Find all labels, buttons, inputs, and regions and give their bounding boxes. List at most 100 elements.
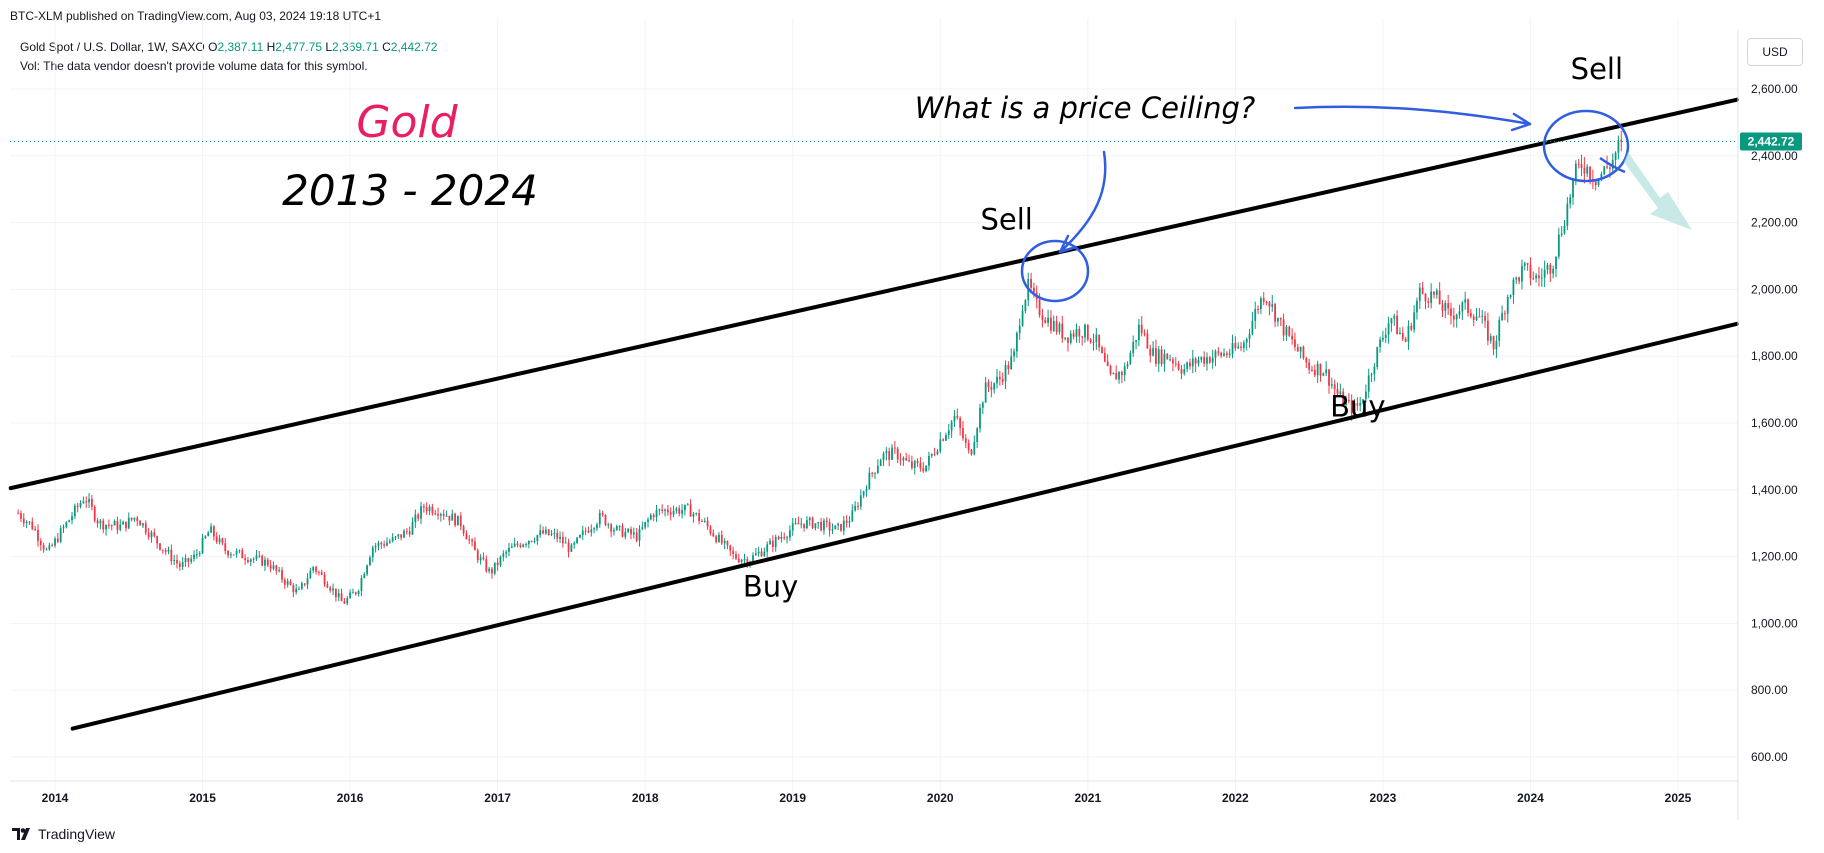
candle-body	[624, 531, 627, 537]
candle-body	[1052, 320, 1055, 331]
candle-body	[380, 542, 383, 545]
candle-body	[1515, 277, 1518, 280]
candle-body	[329, 587, 332, 591]
candle-body	[1526, 263, 1529, 265]
candle-body	[405, 530, 408, 532]
currency-button[interactable]: USD	[1747, 38, 1803, 66]
candle-body	[25, 521, 28, 524]
candle-body	[1001, 378, 1004, 382]
candle-body	[116, 520, 119, 530]
candle-body	[899, 459, 902, 461]
candle-body	[1404, 338, 1407, 342]
candle-body	[142, 523, 144, 526]
candle-body	[1594, 181, 1597, 186]
channel-line-lower	[70, 321, 1740, 731]
candle-body	[212, 526, 215, 537]
sell-circle-2024	[1542, 109, 1630, 183]
candle-body	[125, 521, 127, 529]
candle-body	[1112, 372, 1115, 375]
candle-body	[1214, 351, 1217, 358]
candle-body	[1481, 315, 1484, 317]
candle-body	[150, 532, 153, 538]
candle-body	[241, 550, 244, 559]
candle-body	[806, 520, 808, 529]
candle-body	[1208, 357, 1211, 363]
signal-label-buy: Buy	[743, 570, 798, 604]
y-tick-label: 1,800.00	[1751, 349, 1798, 363]
candle-body	[479, 557, 482, 561]
candle-body	[386, 542, 388, 546]
candle-body	[925, 465, 927, 472]
y-tick-label: 1,600.00	[1751, 416, 1798, 430]
candle-body	[615, 526, 618, 530]
candle-body	[1177, 363, 1180, 370]
candle-body	[315, 567, 317, 572]
candle-body	[729, 545, 732, 551]
candle-body	[403, 530, 405, 538]
candle-body	[65, 522, 68, 528]
candle-body	[723, 541, 726, 544]
candle-body	[508, 547, 510, 552]
candle-body	[840, 523, 842, 531]
candle-body	[882, 453, 885, 461]
candle-body	[1475, 316, 1478, 321]
candle-body	[530, 540, 533, 542]
candle-body	[930, 453, 933, 456]
candle-body	[383, 544, 386, 546]
candle-body	[542, 530, 544, 534]
candle-body	[996, 376, 998, 384]
candle-body	[1234, 342, 1237, 349]
candle-body	[499, 556, 502, 566]
candle-body	[581, 530, 584, 536]
candle-body	[1194, 358, 1197, 364]
candle-body	[561, 536, 564, 544]
candle-body	[970, 449, 973, 455]
candle-body	[1211, 357, 1214, 363]
candle-body	[570, 544, 573, 552]
candle-body	[1024, 300, 1027, 312]
candle-body	[1376, 347, 1379, 367]
candle-body	[1427, 301, 1430, 303]
candle-body	[1033, 287, 1035, 293]
candle-body	[1015, 332, 1018, 352]
candle-body	[1223, 353, 1225, 356]
candle-body	[1330, 384, 1333, 386]
candle-body	[1356, 403, 1359, 406]
candle-body	[127, 517, 130, 529]
candle-body	[1509, 295, 1512, 297]
candle-body	[1566, 203, 1569, 226]
candle-body	[820, 521, 823, 531]
candle-body	[811, 517, 814, 529]
open-label: O	[208, 40, 218, 54]
candle-body	[85, 501, 88, 503]
candle-body	[831, 529, 834, 531]
y-tick-label: 1,000.00	[1751, 616, 1798, 630]
candle-body	[1103, 352, 1106, 362]
candle-body	[1021, 311, 1024, 326]
question-arrow-curve	[1058, 150, 1107, 254]
candle-body	[1109, 366, 1112, 375]
candle-body	[346, 598, 349, 604]
gold-title: Gold	[356, 97, 458, 148]
candle-body	[1620, 140, 1623, 142]
candle-body	[519, 545, 522, 547]
candle-body	[1067, 337, 1069, 343]
candle-body	[1172, 359, 1174, 364]
candle-body	[1081, 336, 1084, 338]
candle-body	[167, 549, 170, 552]
candle-body	[1560, 233, 1563, 235]
candle-body	[774, 536, 777, 547]
candle-body	[1555, 256, 1557, 269]
candle-body	[1424, 293, 1427, 302]
candle-body	[976, 428, 979, 443]
candle-body	[553, 532, 556, 534]
candle-body	[752, 555, 754, 562]
candle-body	[82, 501, 85, 504]
signal-label-sell: Sell	[980, 202, 1032, 236]
candle-body	[627, 528, 630, 532]
candle-body	[388, 541, 391, 543]
tradingview-brand[interactable]: TradingView	[12, 826, 115, 842]
symbol-name: Gold Spot / U.S. Dollar, 1W, SAXO	[20, 40, 205, 54]
candle-body	[476, 550, 479, 561]
